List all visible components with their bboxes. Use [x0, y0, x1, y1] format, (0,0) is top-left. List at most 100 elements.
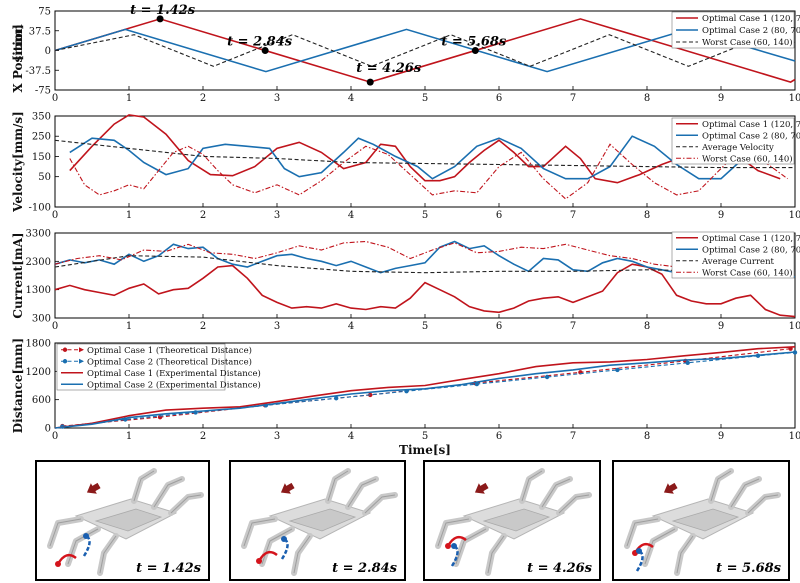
robot-leg-edge [99, 535, 117, 574]
legend-box [671, 231, 795, 279]
robot-leg-edge [747, 494, 779, 514]
legend-label: Worst Case (60, 140) [702, 267, 793, 278]
x-tick-label: 0 [52, 93, 58, 104]
robot-leg-edge [487, 535, 505, 574]
legend-label: Optimal Case 1 (120, 70) [702, 233, 800, 244]
legend-box [671, 117, 795, 165]
legend-label: Optimal Case 2 (Experimental Distance) [87, 379, 261, 390]
robot-leg-edge [261, 528, 293, 565]
y-tick-label: 3300 [26, 229, 51, 240]
robot-leg-edge [49, 518, 82, 547]
series-line-2 [54, 346, 796, 429]
x-tick-label: 9 [718, 431, 724, 442]
x-tick-label: 7 [570, 431, 576, 442]
legend-label: Average Current [701, 257, 775, 267]
robot-leg-edge [437, 518, 470, 547]
x-tick-label: 6 [496, 321, 502, 332]
x-tick-label: 4 [348, 93, 354, 104]
robot-snapshot-4: t = 5.68s [612, 460, 790, 581]
robot-leg-edge [730, 478, 760, 508]
robot-leg-edge [327, 470, 349, 502]
x-tick-label: 6 [496, 431, 502, 442]
y-tick-label: -75 [35, 86, 51, 97]
x-tick-label: 2 [200, 321, 206, 332]
data-point [615, 367, 620, 373]
x-tick-label: 5 [422, 210, 428, 221]
x-tick-label: 10 [789, 93, 800, 104]
y-axis-label-line: [mm] [11, 24, 25, 61]
x-tick-label: 2 [200, 93, 206, 104]
heading-arrow-icon [86, 482, 101, 494]
legend: Optimal Case 1 (120, 70)Optimal Case 2 (… [671, 11, 800, 49]
legend-label: Optimal Case 2 (Theoretical Distance) [87, 356, 252, 367]
x-tick-label: 10 [789, 210, 800, 221]
time-marker-label: t = 5.68s [441, 35, 507, 50]
robot-leg-edge [170, 494, 202, 514]
y-tick-label: 600 [32, 395, 51, 406]
series-line-0 [69, 114, 781, 184]
x-tick-label: 2 [200, 210, 206, 221]
x-tick-label: 3 [274, 431, 280, 442]
series-line-3 [69, 143, 788, 200]
y-axis-label: X Position[mm] [11, 24, 25, 93]
y-tick-label: -37.5 [25, 66, 51, 77]
snapshot-time-label: t = 2.84s [332, 561, 398, 576]
series-line-3 [54, 240, 788, 271]
time-marker-dot [471, 47, 479, 54]
x-tick-label: 5 [422, 93, 428, 104]
robot-snapshot-2: t = 2.84s [229, 460, 406, 581]
y-tick-label: 0 [45, 424, 51, 435]
x-tick-label: 7 [570, 210, 576, 221]
hexapod-robot-image [241, 468, 398, 576]
red-foot-dot [256, 558, 262, 564]
x-tick-label: 8 [644, 93, 650, 104]
legend-label: Optimal Case 1 (Theoretical Distance) [87, 345, 252, 356]
y-tick-label: 250 [32, 132, 51, 143]
red-foot-dot [445, 543, 451, 549]
hexapod-robot-image [435, 468, 592, 576]
legend: Optimal Case 1 (120, 70)Optimal Case 2 (… [671, 231, 800, 279]
y-tick-label: 37.5 [29, 26, 51, 37]
x-tick-label: 0 [52, 431, 58, 442]
legend-label: Average Velocity [701, 143, 774, 153]
y-tick-label: 150 [32, 152, 51, 163]
robot-leg-edge [364, 494, 396, 514]
y-tick-label: 300 [32, 314, 51, 325]
time-marker-dot [261, 47, 269, 54]
legend-label: Optimal Case 1 (Experimental Distance) [87, 368, 261, 379]
data-point [544, 374, 550, 380]
y-tick-label: 1800 [26, 339, 51, 350]
x-tick-label: 3 [274, 321, 280, 332]
legend-arrow [79, 347, 84, 353]
robot-deck [482, 508, 551, 532]
heading-arrow-icon [474, 482, 489, 494]
snapshot-time-label: t = 4.26s [527, 561, 593, 576]
y-tick-label: 0 [45, 46, 51, 57]
snapshot-time-label: t = 1.42s [136, 561, 202, 576]
robot-deck [671, 508, 740, 532]
x-tick-label: 1 [126, 93, 132, 104]
time-marker-label: t = 1.42s [130, 3, 196, 18]
data-point [334, 396, 339, 401]
y-tick-label: 350 [32, 112, 51, 123]
y-tick-label: -100 [29, 203, 51, 214]
series-line-1 [62, 351, 796, 428]
blue-foot-dot [636, 548, 642, 554]
snapshot-time-label: t = 5.68s [716, 561, 782, 576]
red-foot-dot [55, 561, 61, 567]
x-axis-label: Time[s] [399, 443, 451, 457]
x-tick-label: 2 [200, 431, 206, 442]
legend-label: Optimal Case 1 (120, 70) [702, 119, 800, 130]
x-tick-label: 10 [789, 431, 800, 442]
robot-leg-edge [293, 535, 311, 574]
hexapod-robot-image [624, 468, 781, 576]
heading-arrow-icon [280, 482, 295, 494]
series-line-1 [69, 135, 789, 180]
legend-label: Worst Case (60, 140) [702, 153, 793, 164]
robot-deck [288, 508, 357, 532]
robot-leg-edge [710, 470, 732, 502]
x-tick-label: 5 [422, 431, 428, 442]
time-marker-dot [156, 15, 164, 23]
robot-leg-edge [153, 478, 183, 508]
